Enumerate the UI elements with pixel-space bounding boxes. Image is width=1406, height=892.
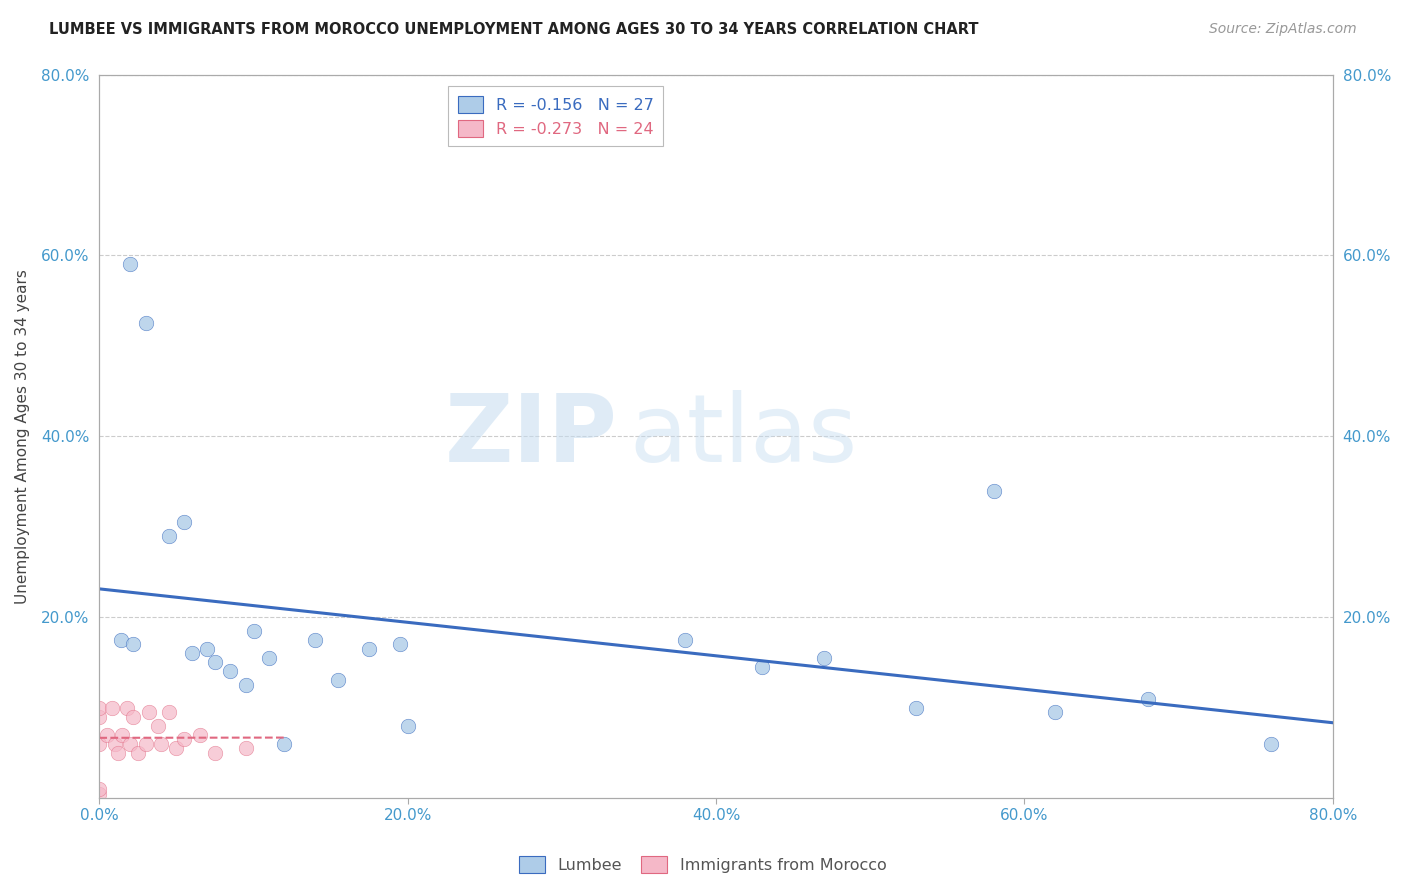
Text: LUMBEE VS IMMIGRANTS FROM MOROCCO UNEMPLOYMENT AMONG AGES 30 TO 34 YEARS CORRELA: LUMBEE VS IMMIGRANTS FROM MOROCCO UNEMPL… [49,22,979,37]
Point [107,746,129,760]
Point [1260,737,1282,751]
Point [100,700,122,714]
Point [328,673,350,688]
Point [89,709,111,723]
Point [122,637,145,651]
Point [150,737,173,751]
Point [89,782,111,797]
Point [273,737,295,751]
Point [219,665,242,679]
Point [111,728,134,742]
Point [96,728,118,742]
Point [135,737,157,751]
Point [120,737,142,751]
Point [1136,691,1159,706]
Point [89,787,111,801]
Point [89,700,111,714]
Point [165,741,187,756]
Legend: Lumbee, Immigrants from Morocco: Lumbee, Immigrants from Morocco [513,849,893,880]
Point [396,719,419,733]
Point [235,678,257,692]
Text: atlas: atlas [630,391,858,483]
Point [204,656,226,670]
Point [122,709,145,723]
Point [359,641,381,656]
Point [257,651,280,665]
Point [138,705,160,719]
Point [157,705,180,719]
Point [388,637,411,651]
Point [905,700,928,714]
Point [104,737,127,751]
Point [157,529,180,543]
Point [242,624,264,638]
Point [188,728,211,742]
Point [235,741,257,756]
Y-axis label: Unemployment Among Ages 30 to 34 years: Unemployment Among Ages 30 to 34 years [15,268,30,604]
Point [135,316,157,330]
Point [180,646,202,660]
Point [195,641,218,656]
Point [1045,705,1067,719]
Point [173,515,195,529]
Point [751,660,773,674]
Point [813,651,835,665]
Point [89,737,111,751]
Point [146,719,169,733]
Point [120,257,142,271]
Point [304,632,326,647]
Point [110,632,132,647]
Point [673,632,696,647]
Point [983,483,1005,498]
Point [115,700,138,714]
Point [173,732,195,747]
Point [204,746,226,760]
Text: ZIP: ZIP [444,391,617,483]
Legend: R = -0.156   N = 27, R = -0.273   N = 24: R = -0.156 N = 27, R = -0.273 N = 24 [449,87,664,146]
Point [127,746,149,760]
Text: Source: ZipAtlas.com: Source: ZipAtlas.com [1209,22,1357,37]
